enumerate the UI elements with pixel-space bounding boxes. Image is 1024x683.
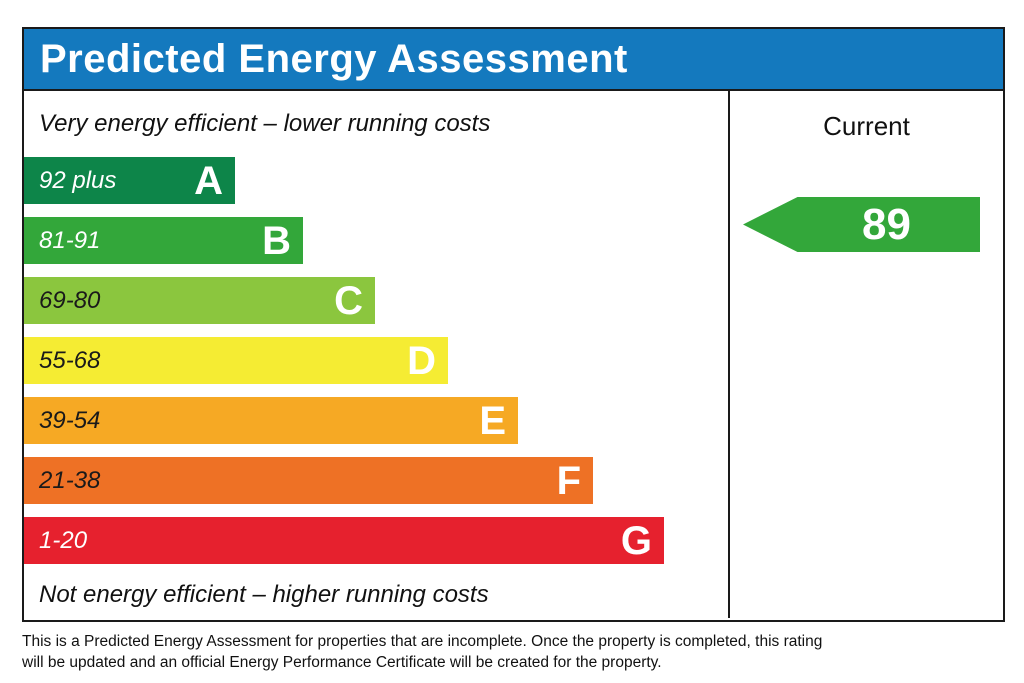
band-row: 39-54 E	[24, 397, 518, 444]
band-row: 21-38 F	[24, 457, 593, 504]
band-letter: G	[620, 518, 652, 563]
band-letter: B	[262, 218, 291, 263]
band-row: 69-80 C	[24, 277, 375, 324]
current-rating-value: 89	[862, 199, 911, 249]
band-range-label: 39-54	[39, 406, 101, 434]
rating-scale-area: Very energy efficient – lower running co…	[24, 91, 730, 618]
band-range-label: 69-80	[39, 286, 101, 314]
chart-body: Very energy efficient – lower running co…	[24, 91, 1003, 618]
band-row: 92 plus A	[24, 157, 235, 204]
band-range-label: 55-68	[39, 346, 101, 374]
chart-header: Predicted Energy Assessment	[24, 29, 1003, 91]
top-caption: Very energy efficient – lower running co…	[39, 110, 491, 137]
footer-text: This is a Predicted Energy Assessment fo…	[22, 633, 823, 671]
band-range-label: 1-20	[39, 526, 88, 554]
bands: 92 plus A 81-91 B 69-80 C 55-68 D 39-54 …	[24, 157, 728, 564]
band-letter: A	[194, 158, 223, 203]
band-letter: D	[407, 338, 436, 383]
band-row: 81-91 B	[24, 217, 303, 264]
band-letter: C	[334, 278, 363, 323]
band-range-label: 81-91	[39, 226, 101, 254]
band-range-label: 92 plus	[39, 166, 117, 194]
band-row: 1-20 G	[24, 517, 664, 564]
current-column: Current 89	[730, 91, 1003, 618]
page-title: Predicted Energy Assessment	[40, 36, 628, 81]
current-column-header: Current	[823, 111, 910, 141]
band-row: 55-68 D	[24, 337, 448, 384]
band-letter: E	[479, 398, 506, 443]
current-rating-arrow: 89	[743, 197, 980, 252]
epc-chart: Predicted Energy Assessment Very energy …	[22, 27, 1005, 622]
band-range-label: 21-38	[39, 466, 101, 494]
band-letter: F	[556, 458, 581, 503]
bottom-caption: Not energy efficient – higher running co…	[39, 581, 489, 608]
